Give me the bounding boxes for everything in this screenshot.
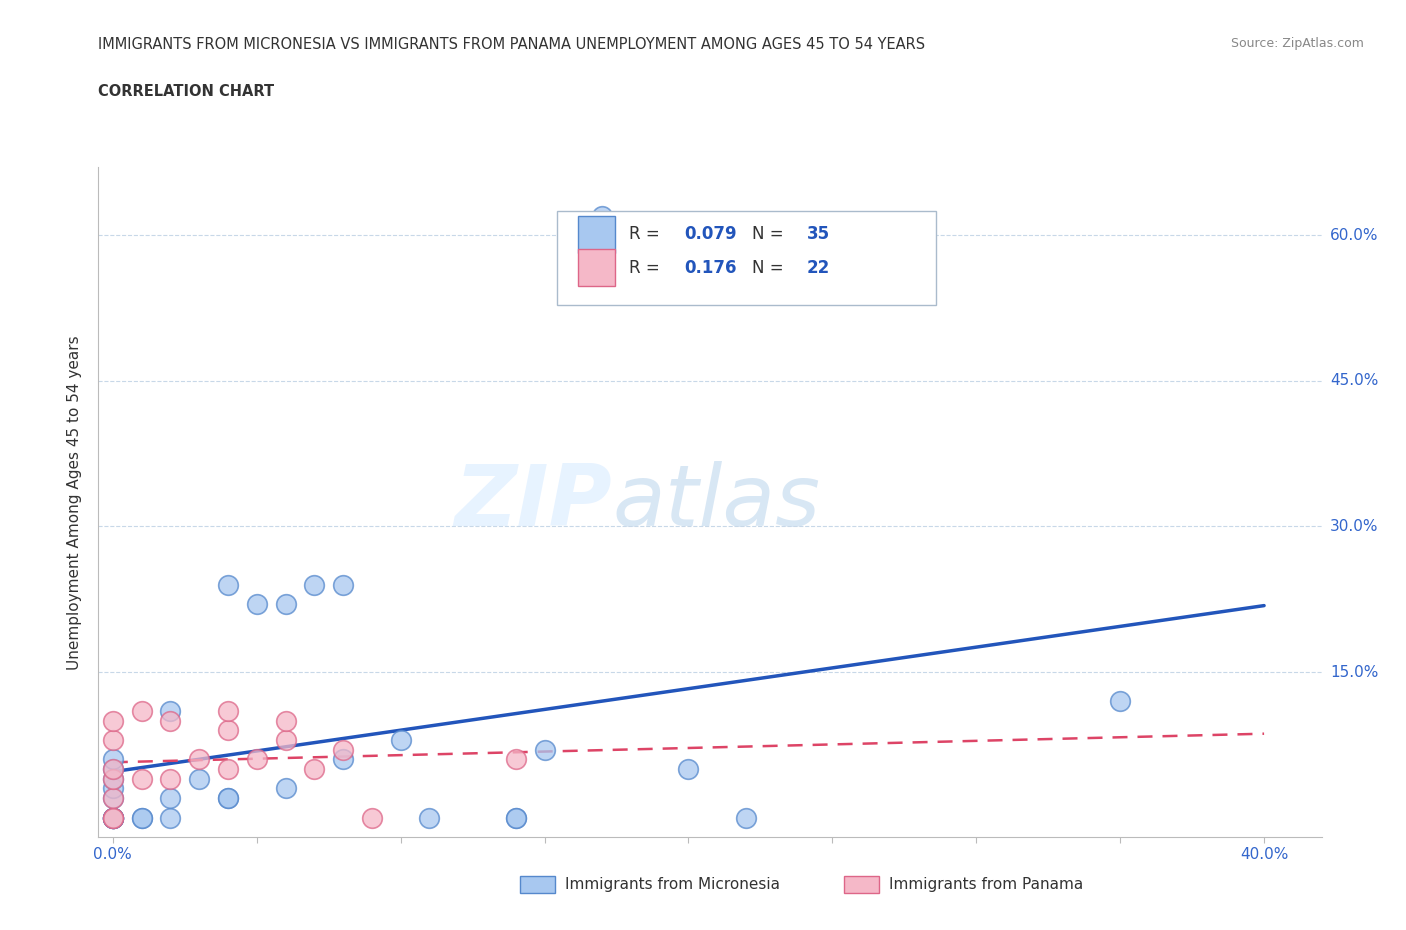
Point xyxy=(1109,694,1132,709)
Point xyxy=(274,781,297,796)
Point xyxy=(101,810,124,825)
Point xyxy=(188,771,211,786)
Text: R =: R = xyxy=(630,259,665,277)
Point xyxy=(678,762,700,777)
Point xyxy=(505,752,527,767)
Y-axis label: Unemployment Among Ages 45 to 54 years: Unemployment Among Ages 45 to 54 years xyxy=(67,335,83,670)
Point xyxy=(246,752,269,767)
Text: IMMIGRANTS FROM MICRONESIA VS IMMIGRANTS FROM PANAMA UNEMPLOYMENT AMONG AGES 45 : IMMIGRANTS FROM MICRONESIA VS IMMIGRANTS… xyxy=(98,37,925,52)
Text: Immigrants from Micronesia: Immigrants from Micronesia xyxy=(565,877,780,892)
Point xyxy=(360,810,382,825)
Text: 35: 35 xyxy=(807,225,830,244)
FancyBboxPatch shape xyxy=(578,216,614,253)
Point xyxy=(332,742,354,757)
Point xyxy=(332,578,354,592)
FancyBboxPatch shape xyxy=(578,249,614,286)
Point xyxy=(418,810,440,825)
FancyBboxPatch shape xyxy=(557,211,936,305)
Text: 22: 22 xyxy=(807,259,830,277)
Point xyxy=(101,713,124,728)
Text: N =: N = xyxy=(752,259,789,277)
Text: 0.079: 0.079 xyxy=(685,225,737,244)
Point xyxy=(101,790,124,805)
Point xyxy=(131,771,153,786)
Text: 15.0%: 15.0% xyxy=(1330,665,1378,680)
Point xyxy=(246,597,269,612)
Text: 60.0%: 60.0% xyxy=(1330,228,1378,243)
Point xyxy=(159,771,181,786)
Point xyxy=(735,810,758,825)
Text: atlas: atlas xyxy=(612,460,820,544)
Text: CORRELATION CHART: CORRELATION CHART xyxy=(98,84,274,99)
Point xyxy=(101,790,124,805)
Point xyxy=(217,790,239,805)
Point xyxy=(101,810,124,825)
Point xyxy=(505,810,527,825)
Point xyxy=(131,810,153,825)
Point xyxy=(304,578,326,592)
Point xyxy=(217,790,239,805)
Text: 0.176: 0.176 xyxy=(685,259,737,277)
Point xyxy=(217,703,239,718)
Point xyxy=(505,810,527,825)
Point xyxy=(101,781,124,796)
Text: ZIP: ZIP xyxy=(454,460,612,544)
Point xyxy=(159,790,181,805)
Point xyxy=(101,810,124,825)
Point xyxy=(591,208,613,223)
Point xyxy=(159,713,181,728)
Point xyxy=(101,771,124,786)
Text: R =: R = xyxy=(630,225,665,244)
Text: Source: ZipAtlas.com: Source: ZipAtlas.com xyxy=(1230,37,1364,50)
Point xyxy=(332,752,354,767)
Text: 45.0%: 45.0% xyxy=(1330,374,1378,389)
Text: N =: N = xyxy=(752,225,789,244)
Point xyxy=(274,713,297,728)
Point xyxy=(159,810,181,825)
Point xyxy=(101,810,124,825)
Point xyxy=(304,762,326,777)
Point xyxy=(389,733,412,748)
Point xyxy=(101,810,124,825)
Point xyxy=(101,733,124,748)
Point xyxy=(101,810,124,825)
Point xyxy=(101,752,124,767)
Point xyxy=(101,771,124,786)
Point xyxy=(101,762,124,777)
Point xyxy=(274,733,297,748)
Point xyxy=(159,703,181,718)
Point xyxy=(131,703,153,718)
Point xyxy=(217,578,239,592)
Point xyxy=(274,597,297,612)
Point xyxy=(101,810,124,825)
Text: 30.0%: 30.0% xyxy=(1330,519,1378,534)
Point xyxy=(101,762,124,777)
Point xyxy=(101,810,124,825)
Point xyxy=(217,723,239,737)
Point xyxy=(217,762,239,777)
Text: Immigrants from Panama: Immigrants from Panama xyxy=(889,877,1083,892)
Point xyxy=(533,742,555,757)
Point xyxy=(188,752,211,767)
Point xyxy=(131,810,153,825)
